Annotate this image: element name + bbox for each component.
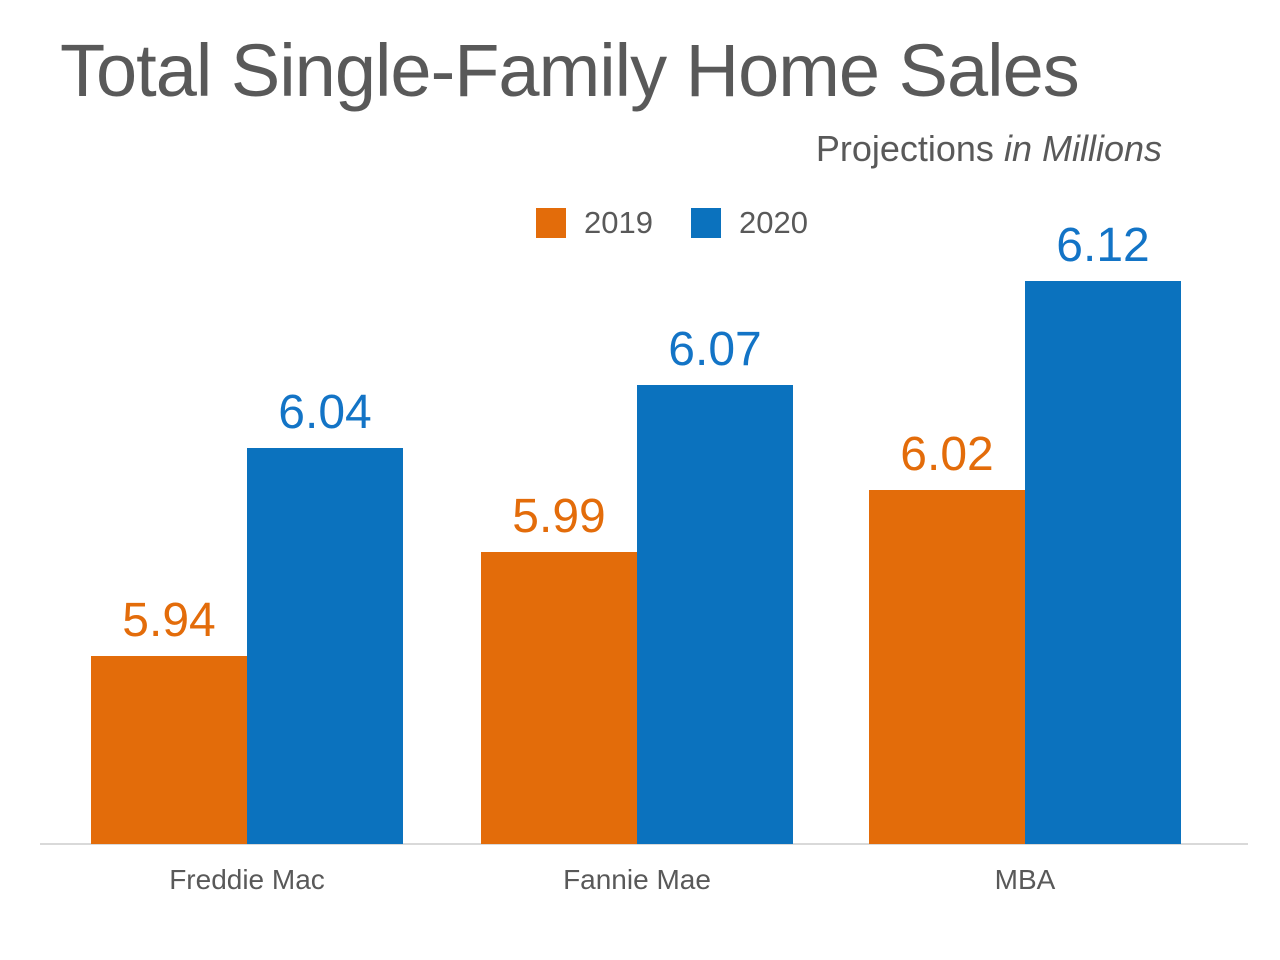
x-axis-line [40,843,1248,845]
chart-subtitle: Projections in Millions [816,128,1162,170]
legend-label-2019: 2019 [584,205,653,240]
bar-rect [481,552,637,844]
plot-area: 5.94 6.04 Freddie Mac 5.99 6.07 Fannie Mae 6.0… [0,219,1280,895]
category-label-mba: MBA [994,864,1056,895]
category-label-fannie-mae: Fannie Mae [563,864,711,895]
legend-item-2020: 2020 [691,205,808,241]
legend-swatch-2020 [691,208,721,238]
bar-rect [1025,281,1181,844]
bar-rect [637,385,793,844]
subtitle-regular-text: Projections [815,128,994,169]
bar-value-label: 6.07 [668,323,762,376]
bar-2020-freddie-mac: 6.04 [247,386,403,844]
subtitle-italic-text: in Millions [1003,128,1162,169]
legend-label-2020: 2020 [739,205,808,240]
bar-value-label: 5.99 [512,490,606,543]
bar-value-label: 5.94 [122,594,216,647]
bar-value-label: 6.02 [900,428,994,481]
bar-value-label: 6.04 [278,386,372,439]
legend: 2019 2020 [32,205,1280,241]
bar-rect [91,656,247,844]
legend-swatch-2019 [536,208,567,238]
category-label-freddie-mac: Freddie Mac [169,864,325,895]
bar-rect [247,448,403,844]
bar-2019-mba: 6.02 [869,428,1025,844]
chart-title: Total Single-Family Home Sales [60,29,1080,112]
bar-2020-mba: 6.12 [1025,219,1181,844]
bar-2019-freddie-mac: 5.94 [91,594,247,844]
bar-rect [869,490,1025,844]
legend-item-2019: 2019 [536,205,653,241]
bar-value-label: 6.12 [1056,219,1150,272]
bar-2019-fannie-mae: 5.99 [481,490,637,844]
bar-2020-fannie-mae: 6.07 [637,323,793,844]
